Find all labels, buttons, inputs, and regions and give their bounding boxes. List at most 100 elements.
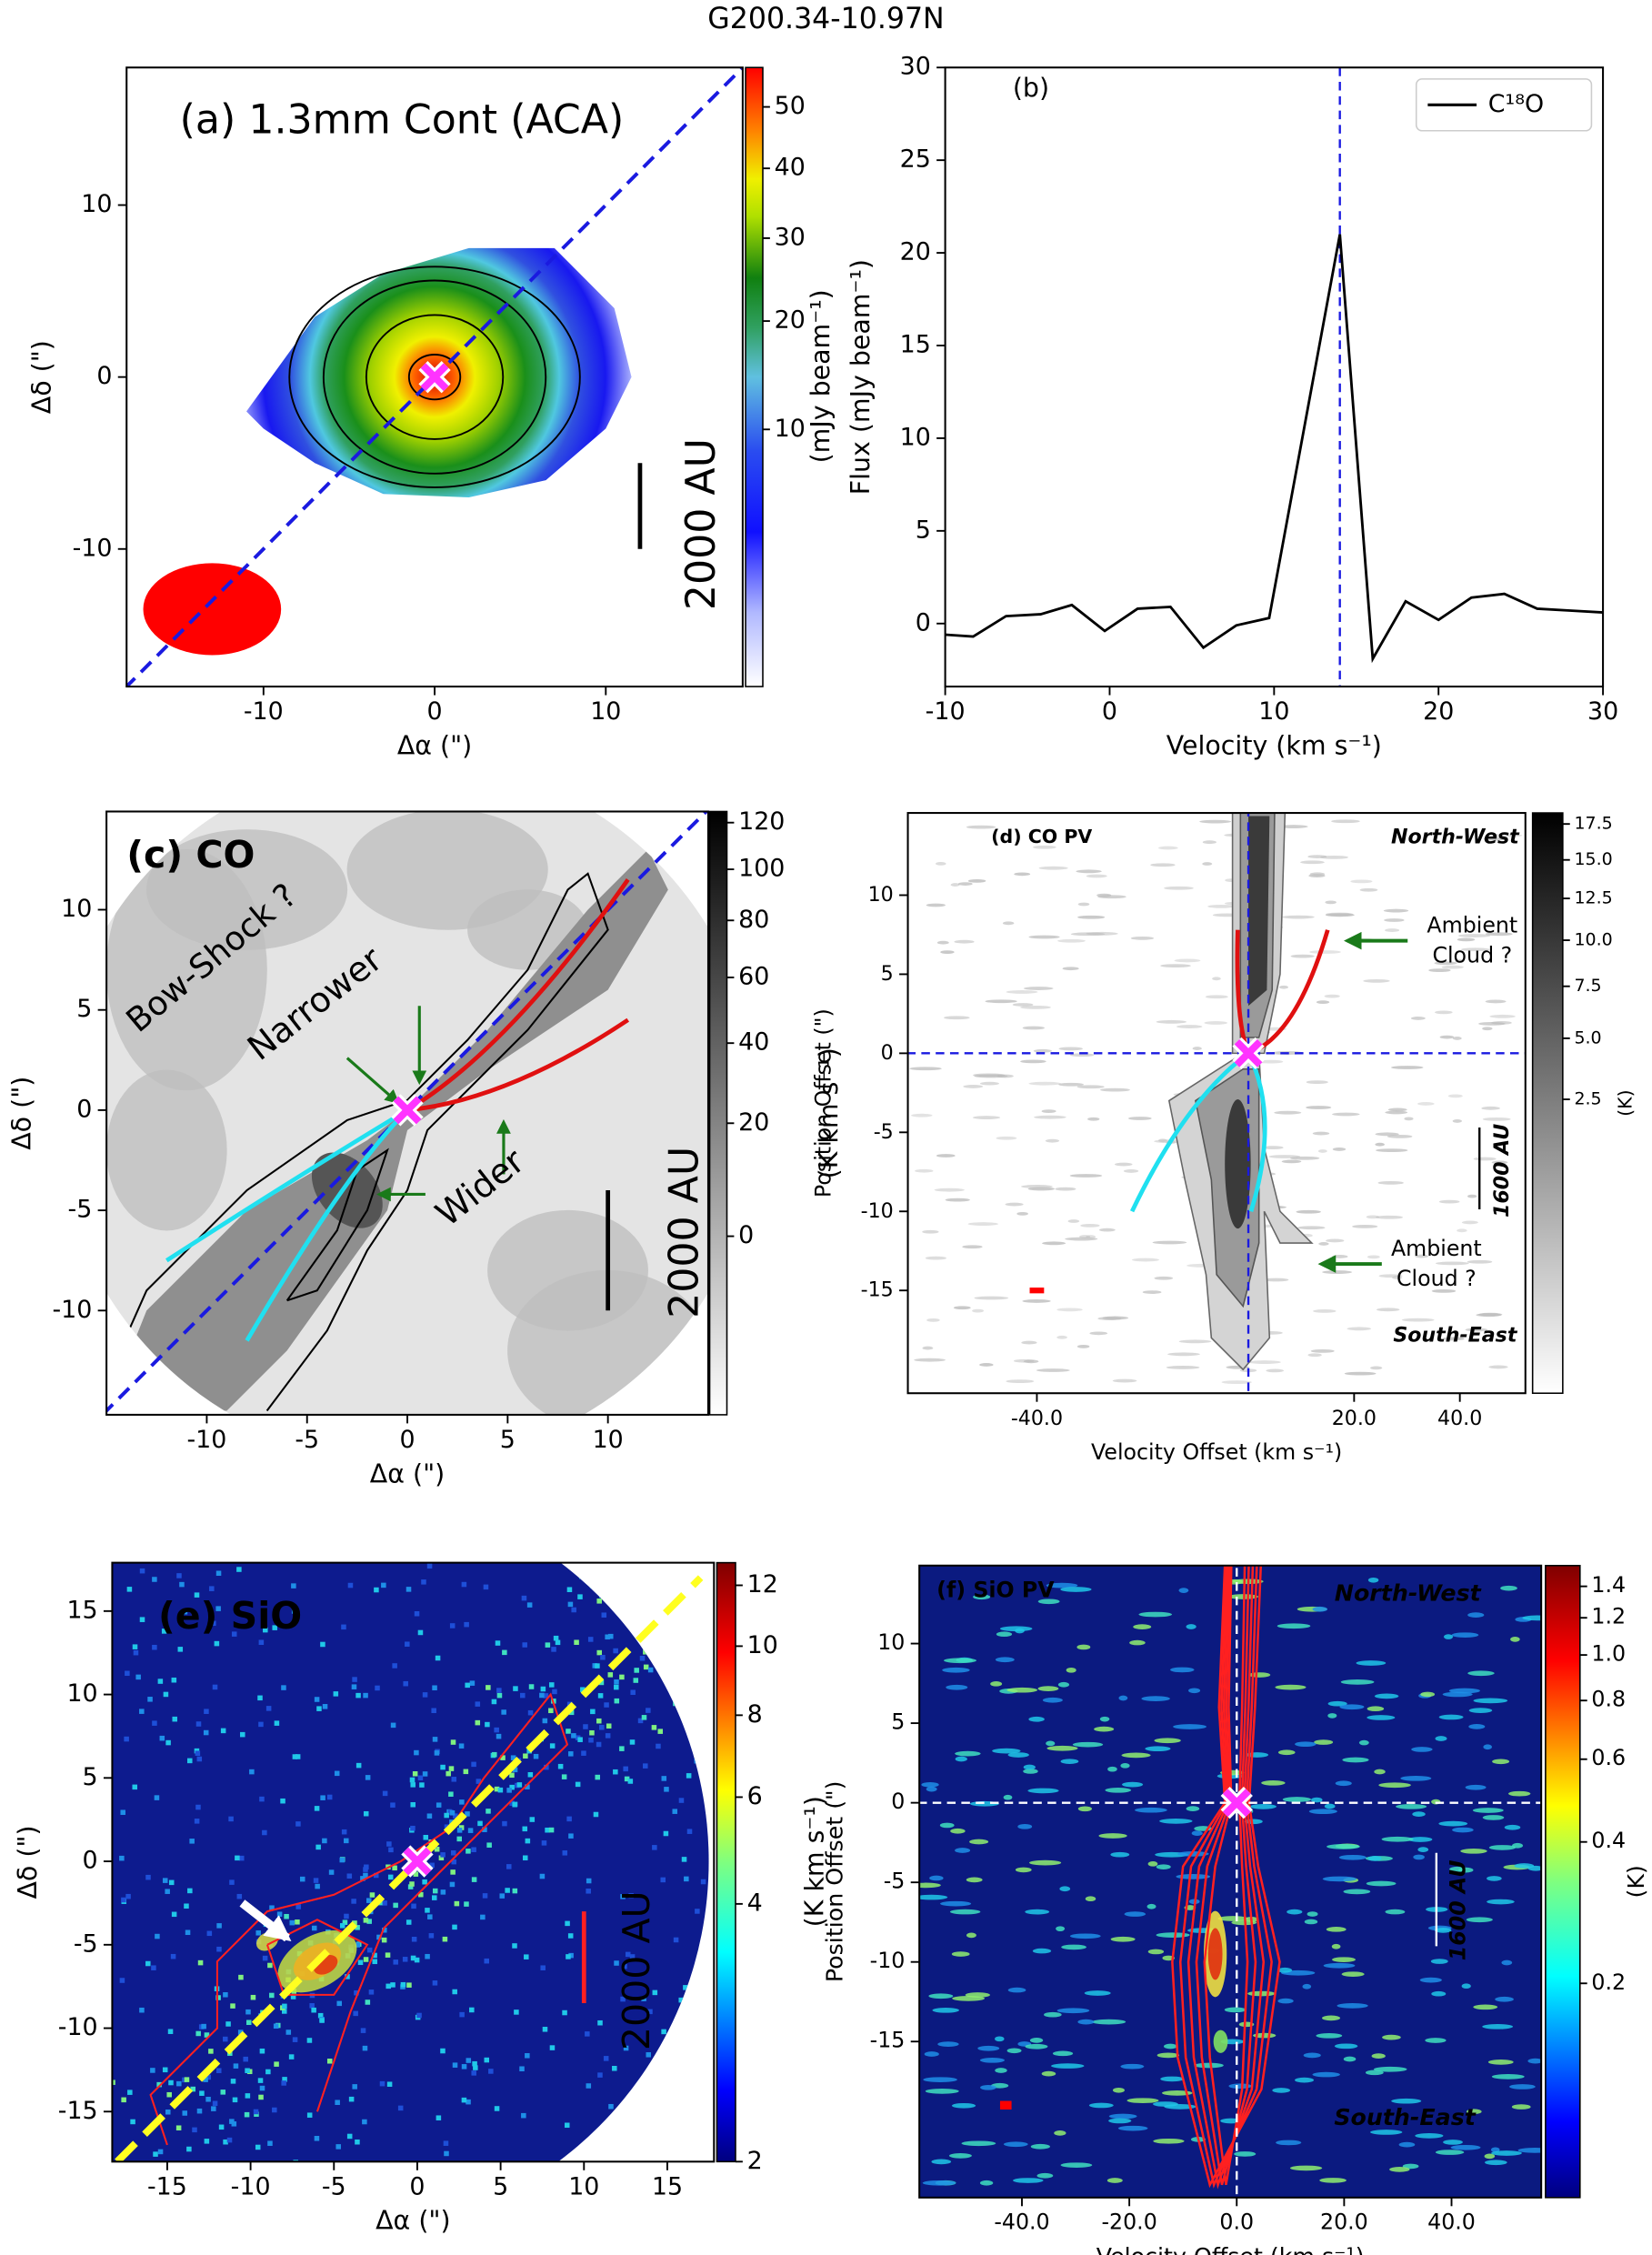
noise-streak [1385,1110,1408,1115]
speckle [267,2140,273,2146]
speckle [410,1955,416,1961]
speckle [683,1985,688,1990]
speckle [605,1733,611,1739]
noise-streak [1417,1102,1435,1106]
speckle [450,1849,456,1856]
speckle [432,1980,438,1986]
noise-streak [979,1363,994,1367]
speckle [627,1779,634,1784]
speckle [548,1827,555,1833]
noise-streak [1142,1290,1162,1294]
noise-streak [969,1839,989,1845]
speckle [512,1888,518,1894]
speckle [376,1934,382,1940]
speckle [540,1686,546,1692]
speckle [258,1639,265,1646]
noise-streak [911,1113,933,1117]
noise-streak [1045,1138,1060,1143]
noise-streak [1278,985,1288,989]
speckle [545,1642,551,1648]
noise-streak [1491,2150,1522,2156]
speckle [652,1845,657,1850]
noise-streak [1327,1844,1360,1849]
speckle [431,1895,437,1900]
noise-streak [1120,1762,1130,1769]
speckle [482,1893,488,1899]
noise-streak [1457,934,1491,937]
noise-streak [944,1658,977,1664]
speckle [500,1755,506,1760]
speckle [295,1754,301,1759]
speckle [514,2009,519,2015]
speckle [366,1898,372,1903]
speckle [619,1674,625,1680]
y-tick-label: -15 [870,2028,906,2053]
speckle [456,1836,463,1842]
contour [365,314,505,440]
speckle [400,1981,406,1988]
noise-streak [1387,1134,1413,1138]
noise-streak [932,2007,959,2013]
x-tick-label: 0 [399,1426,415,1454]
noise-streak [1057,1681,1070,1688]
y-tick-label: 15 [66,1596,97,1624]
y-axis-label: Flux (mJy beam⁻¹) [846,259,876,495]
speckle [647,1667,654,1673]
speckle [704,1599,709,1606]
noise-streak [1476,1313,1502,1318]
noise-streak [1439,1035,1455,1039]
noise-streak [1257,1059,1284,1064]
noise-streak [1451,1632,1479,1638]
colorbar-label: (K) [1623,1865,1649,1898]
speckle [314,1806,320,1811]
noise-streak [1383,908,1409,913]
noise-streak [1316,2032,1343,2039]
speckle [414,1749,419,1756]
noise-streak [1323,1962,1356,1969]
colorbar-tick-label: 60 [738,962,769,990]
speckle [641,1996,646,2001]
red-lobe-curve [406,1017,630,1113]
noise-streak [925,2089,959,2094]
noise-streak [1340,1679,1375,1685]
y-tick-label: 5 [916,516,931,544]
speckle [216,1946,222,1952]
speckle [139,1709,145,1714]
noise-streak [1036,1368,1070,1372]
speckle [320,1641,325,1648]
noise-streak [990,1680,1003,1687]
noise-streak [1141,1696,1170,1701]
noise-streak [1309,872,1326,877]
speckle [165,2110,171,2115]
speckle [258,2094,264,2100]
speckle [281,1685,286,1690]
speckle [506,1864,512,1869]
noise-streak [1105,1787,1132,1793]
speckle [155,1933,160,1939]
speckle [388,1847,394,1853]
speckle [586,1889,591,1894]
speckle [509,1800,515,1806]
noise-streak [1146,1903,1156,1909]
speckle [624,1572,629,1578]
noise-streak [1167,1352,1200,1357]
speckle [206,1930,213,1937]
speckle [612,1593,617,1599]
speckle [190,2086,196,2092]
speckle [568,1952,574,1959]
speckle [542,2027,548,2032]
speckle [152,1577,157,1582]
speckle [667,2085,673,2090]
noise-streak [1126,2098,1159,2104]
noise-streak [1337,2003,1368,2009]
colorbar-tick-label: 1.4 [1591,1572,1626,1598]
noise-streak [1052,2050,1074,2057]
noise-streak [1295,1741,1317,1748]
noise-streak [1290,954,1315,958]
noise-streak [1467,1612,1485,1618]
y-axis-label: Position Offset (") [810,1008,836,1198]
noise-streak [1487,1876,1502,1881]
noise-streak [966,825,996,829]
speckle [411,1936,417,1942]
noise-streak [1186,1624,1196,1629]
